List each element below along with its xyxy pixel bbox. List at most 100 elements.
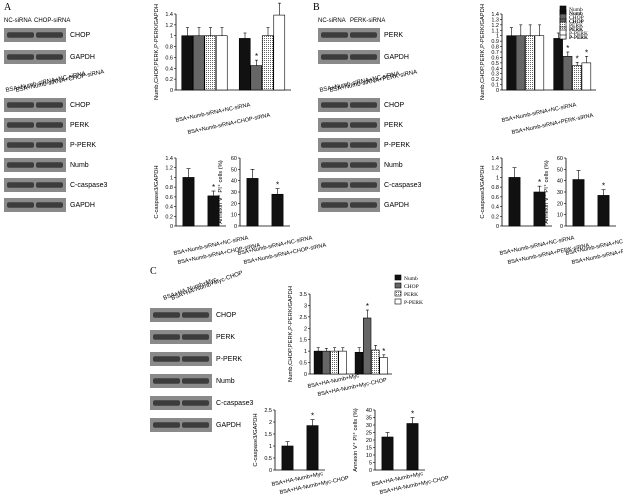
bar-mark — [572, 179, 585, 227]
bar-mark — [246, 178, 259, 227]
significance-mark: * — [585, 48, 588, 57]
y-tick-label: 0.8 — [165, 45, 173, 51]
legend-label: CHOP — [569, 19, 584, 25]
bar-mark — [204, 35, 217, 91]
blot-lane-label: NC-siRNA — [318, 18, 346, 24]
blot-strip-band-1 — [321, 182, 348, 188]
blot-strip-band-2 — [36, 54, 63, 60]
blot-band-label: P-PERK — [70, 142, 96, 149]
legend-swatch — [559, 13, 567, 20]
y-tick-label: 1.2 — [491, 166, 499, 172]
y-tick-label: 30 — [366, 423, 372, 429]
blot-strip-band-1 — [153, 334, 180, 340]
y-tick-label: 1 — [496, 34, 499, 40]
bar-mark — [406, 423, 419, 471]
blot-strip-band-2 — [350, 122, 377, 128]
legend-swatch — [394, 290, 402, 297]
significance-mark: * — [576, 54, 579, 63]
blot-strip-band-2 — [182, 422, 209, 428]
bar-mark — [321, 350, 331, 375]
y-tick-label: 1.4 — [491, 156, 499, 162]
blot-band-label: C-caspase3 — [384, 182, 421, 189]
blot-strip-band-2 — [350, 142, 377, 148]
blot-strip-bg — [150, 308, 212, 322]
blot-strip-band-1 — [153, 378, 180, 384]
blot-strip-band-1 — [321, 162, 348, 168]
blot-strip-band-1 — [7, 122, 34, 128]
blot-strip-bg — [318, 28, 380, 42]
y-tick-label: 1.2 — [491, 23, 499, 29]
y-tick-label: 0.8 — [491, 45, 499, 51]
blot-band-label: PERK — [384, 122, 403, 129]
y-axis-label: Numb,CHOP,PERK,P-PERK/GAPDH — [288, 286, 294, 382]
blot-band-label: P-PERK — [216, 356, 242, 363]
bar-mark — [281, 445, 294, 471]
y-tick-label: 0.2 — [491, 77, 499, 83]
bar-mark — [553, 38, 563, 91]
y-tick-label: 50 — [231, 167, 237, 173]
blot-strip-bg — [150, 330, 212, 344]
y-tick-label: 2.5 — [264, 408, 272, 414]
y-tick-label: 25 — [366, 431, 372, 437]
y-tick-label: 0.6 — [165, 195, 173, 201]
blot-strip-band-2 — [350, 162, 377, 168]
bar-mark — [181, 35, 194, 91]
y-tick-label: 10 — [231, 213, 237, 219]
blot-strip-band-2 — [182, 312, 209, 318]
blot-strip-bg — [318, 198, 380, 212]
y-tick-label: 1.4 — [165, 12, 173, 18]
legend-swatch — [394, 274, 402, 281]
y-tick-label: 0.6 — [491, 195, 499, 201]
y-tick-label: 0 — [234, 224, 237, 230]
y-tick-label: 1.1 — [491, 28, 499, 34]
bar-mark — [534, 35, 545, 91]
y-tick-label: 1 — [170, 34, 173, 40]
blot-strip-band-2 — [36, 182, 63, 188]
legend-label: P-PERK — [569, 35, 588, 41]
blot-strip-bg — [4, 28, 66, 42]
y-tick-label: 1.4 — [491, 12, 499, 18]
legend-label: PERK — [404, 292, 418, 298]
y-axis-label: Annexin V⁺ PI⁺ cells (%) — [352, 408, 359, 472]
significance-mark: * — [311, 412, 314, 421]
bar-mark — [381, 436, 394, 471]
blot-strip-band-1 — [321, 202, 348, 208]
blot-band-label: Numb — [216, 378, 235, 385]
legend-swatch — [559, 21, 567, 28]
y-tick-label: 0 — [170, 224, 173, 230]
legends: NumbCHOPPERKP-PERKNumbCHOPPERKP-PERKNumb… — [4, 2, 588, 306]
blot-strip-bg — [150, 352, 212, 366]
blot-strip-band-2 — [182, 334, 209, 340]
blot-strip-band-2 — [350, 32, 377, 38]
blot-lane-label: BSA+Numb-siRNA+CHOP-siRNA — [15, 69, 105, 94]
blot-strip-band-2 — [36, 142, 63, 148]
y-tick-label: 0 — [269, 468, 272, 474]
y-tick-label: 2.5 — [299, 315, 307, 321]
y-tick-label: 0.4 — [165, 205, 173, 211]
legend-label: CHOP — [404, 284, 419, 290]
y-axis-label: Numb,CHOP,PERK,P-PERK/GAPDH — [154, 4, 160, 100]
blot-strip-band-1 — [153, 356, 180, 362]
bar-mark — [238, 38, 251, 91]
bar-mark — [338, 350, 347, 375]
y-tick-label: 2 — [304, 326, 307, 332]
y-tick-label: 0.2 — [165, 77, 173, 83]
blot-strip-band-1 — [153, 312, 180, 318]
blot-strip-band-1 — [321, 142, 348, 148]
blot-band-label: CHOP — [70, 102, 91, 109]
blot-strip-bg — [318, 158, 380, 172]
blot-band-label: PERK — [384, 32, 403, 39]
blot-band-label: GAPDH — [216, 422, 241, 429]
blot-band-label: P-PERK — [384, 142, 410, 149]
bar-mark — [182, 177, 195, 227]
blot-lane-label: BSA+HA-Numb+Myc-CHOP — [171, 270, 244, 302]
y-tick-label: 1 — [269, 444, 272, 450]
blot-strip-band-2 — [36, 122, 63, 128]
y-tick-label: 0.6 — [491, 55, 499, 61]
y-tick-label: 10 — [366, 453, 372, 459]
legend-label: Numb — [569, 11, 583, 17]
blot-band-label: GAPDH — [384, 202, 409, 209]
blot-strip-band-2 — [182, 400, 209, 406]
significance-mark: * — [366, 302, 369, 311]
